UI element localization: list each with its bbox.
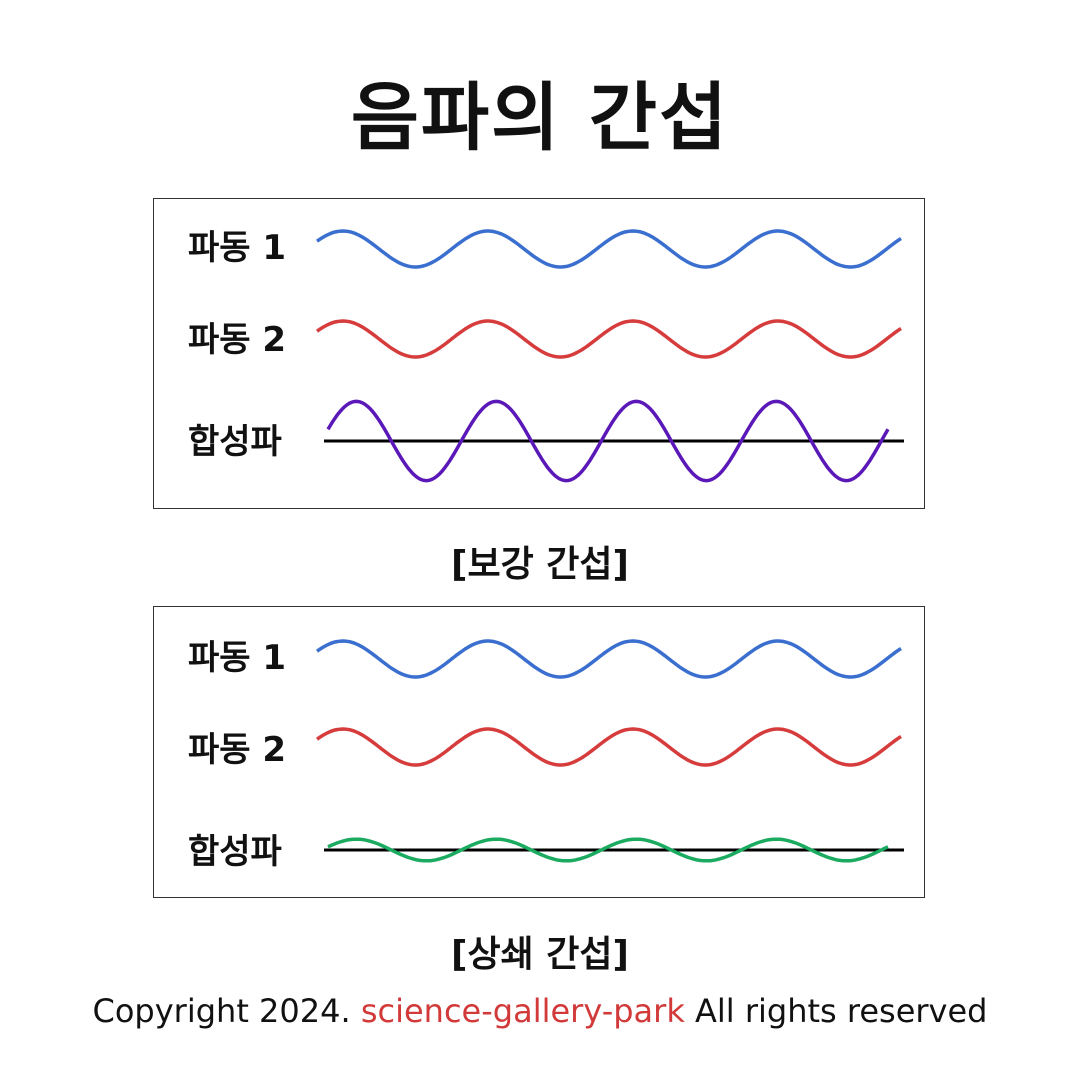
wave2-curve [315,319,902,359]
wave1-label: 파동 1 [188,228,287,268]
wave2-curve [315,727,902,767]
destructive-waves-svg [315,639,904,863]
brand-name: science-gallery-park [360,992,685,1030]
sum-wave-label: 합성파 [188,422,282,462]
wave1-curve [315,639,902,679]
constructive-caption: [보강 간섭] [451,544,629,585]
constructive-interference-panel: 파동 1 파동 2 합성파 [153,198,925,509]
wave2-label: 파동 2 [188,320,287,360]
sum-wave-curve [326,399,890,483]
destructive-interference-panel: 파동 1 파동 2 합성파 [153,606,925,898]
copyright-prefix: Copyright 2024. [92,992,351,1030]
wave2-label: 파동 2 [188,730,287,770]
constructive-waves-svg [315,229,904,483]
sum-wave-curve [327,837,889,863]
wave1-label: 파동 1 [188,638,287,678]
wave1-curve [315,229,902,269]
page-title: 음파의 간섭 [350,75,730,161]
copyright-footer: Copyright 2024. science-gallery-park All… [0,992,1080,1030]
copyright-suffix: All rights reserved [695,992,988,1030]
destructive-caption: [상쇄 간섭] [451,934,629,975]
sum-wave-label: 합성파 [188,832,282,872]
